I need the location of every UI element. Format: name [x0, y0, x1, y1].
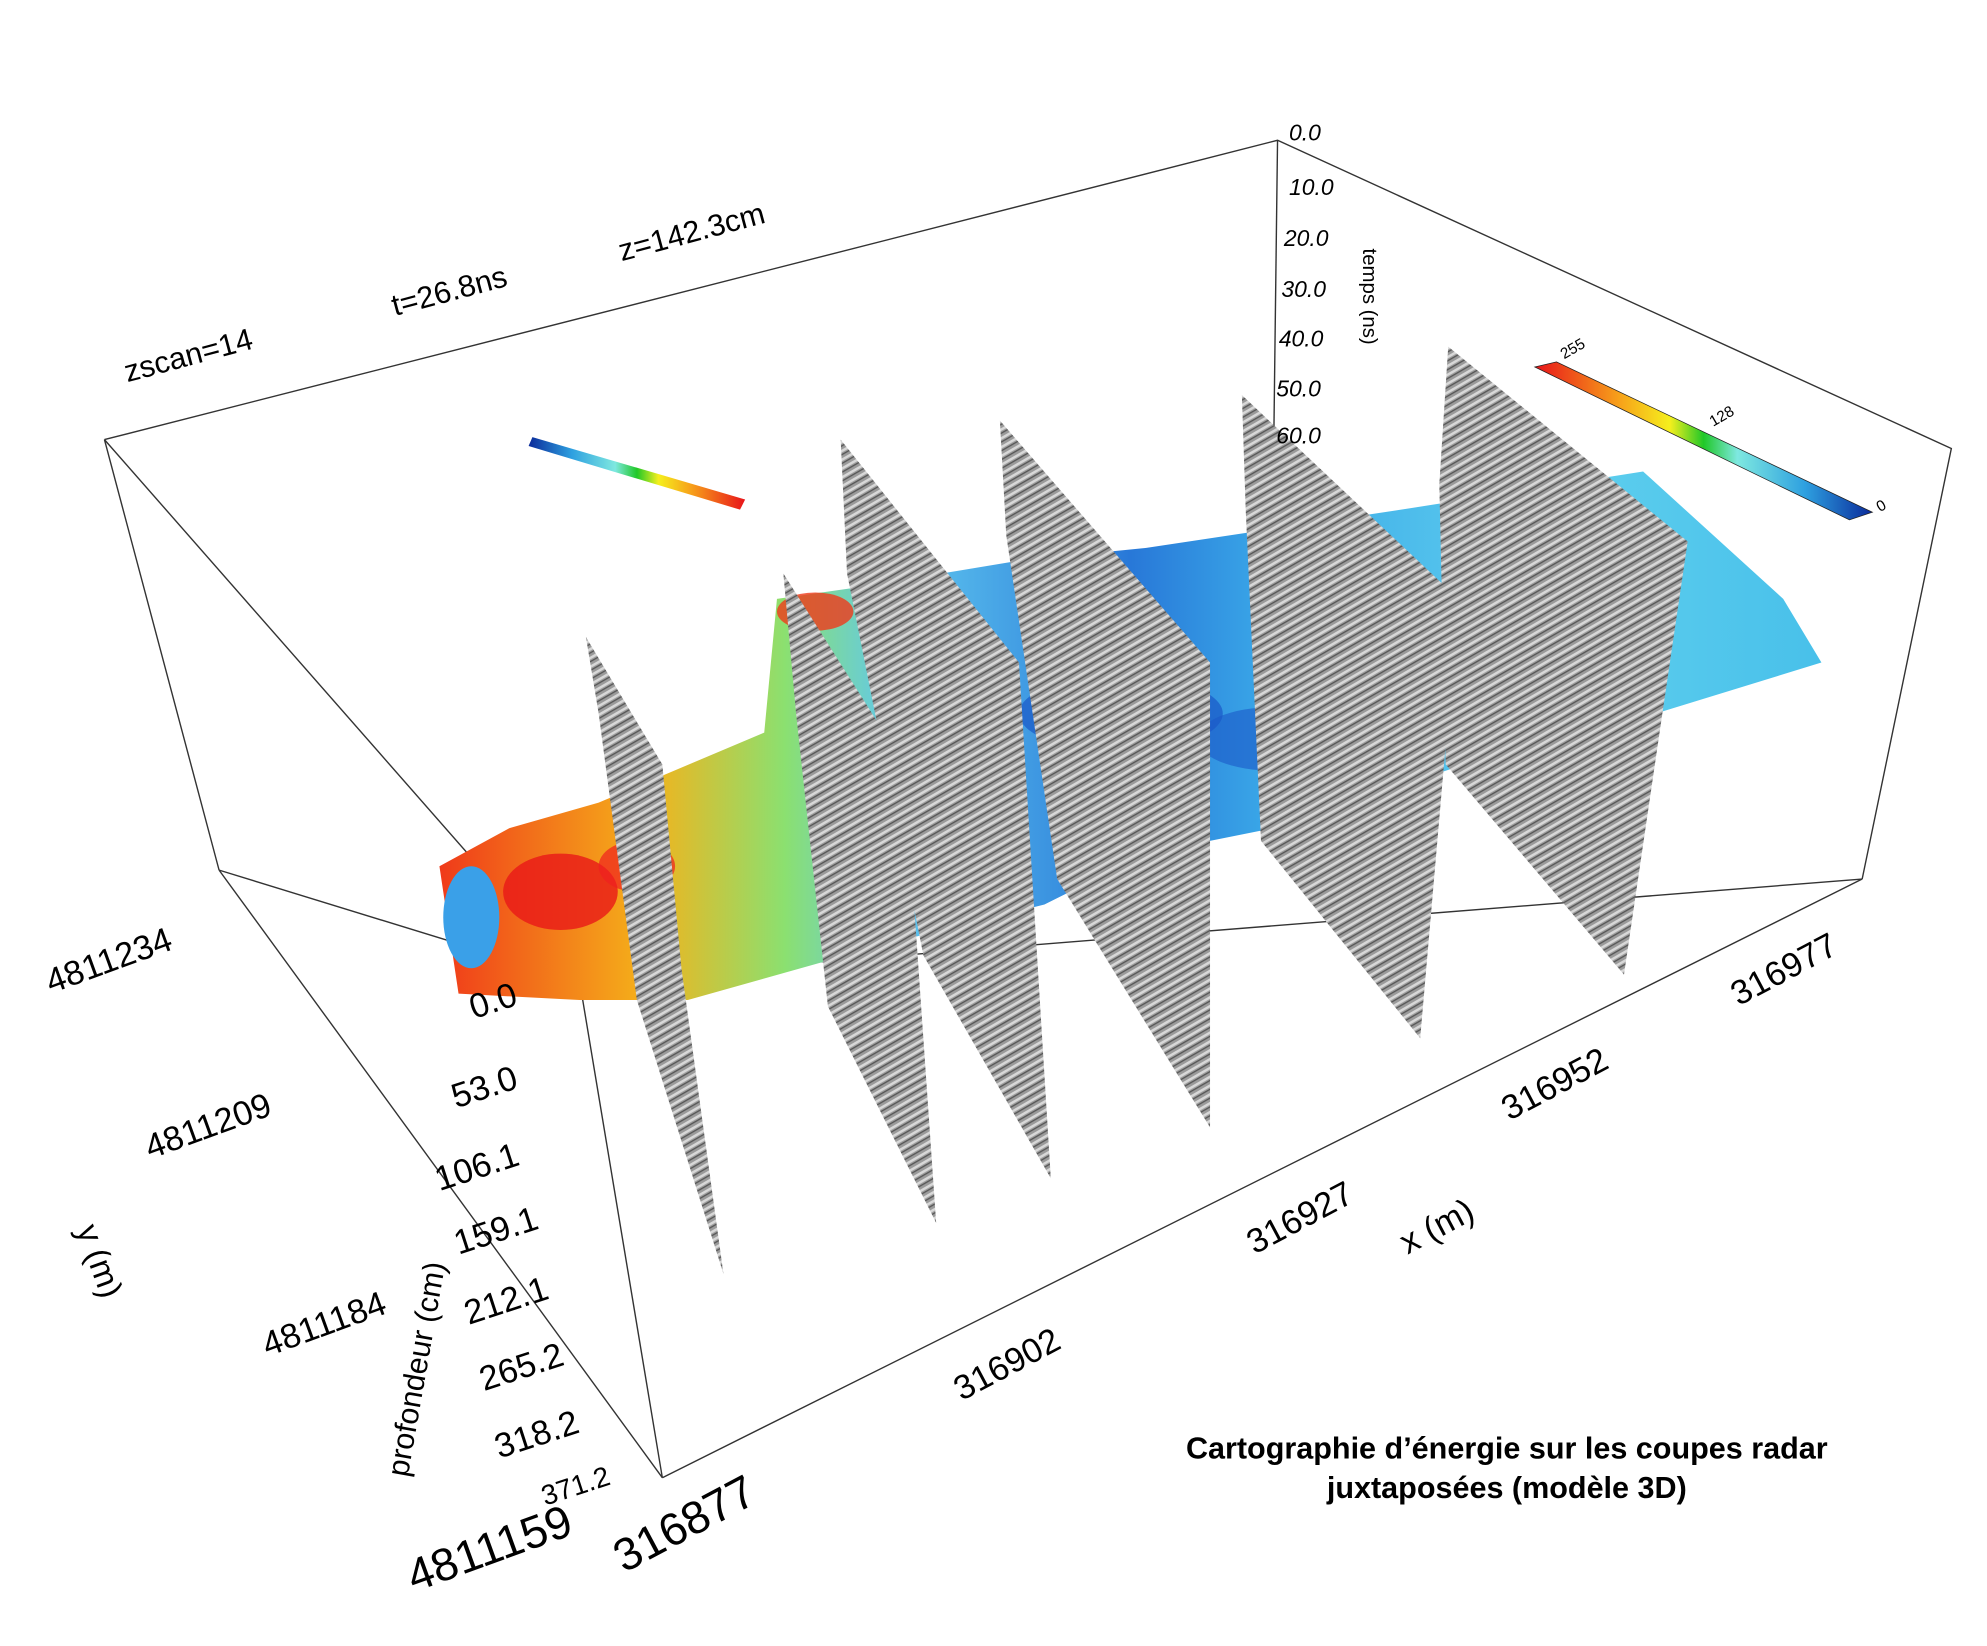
time-tick: 30.0 [1281, 276, 1326, 302]
colorbar-tick: 255 [1558, 335, 1589, 362]
depth-value-label: z=142.3cm [615, 196, 769, 268]
zscan-label: zscan=14 [120, 322, 256, 389]
time-tick: 60.0 [1276, 422, 1321, 448]
depth-tick: 106.1 [430, 1136, 524, 1199]
depth-axis: 0.0 53.0 106.1 159.1 212.1 265.2 318.2 3… [381, 976, 614, 1512]
radar-profile-6 [1439, 346, 1688, 975]
slice-strip [528, 437, 746, 510]
colorbar-tick: 128 [1707, 403, 1738, 430]
y-tick: 4811234 [41, 921, 177, 1002]
time-tick: 20.0 [1283, 225, 1329, 251]
time-axis-label: temps (ns) [1358, 249, 1380, 345]
time-label: t=26.8ns [388, 259, 511, 322]
time-axis: 0.0 10.0 20.0 30.0 40.0 50.0 60.0 temps … [1276, 119, 1380, 448]
time-tick: 0.0 [1289, 119, 1321, 145]
radar-profile-3 [840, 439, 1051, 1179]
radar-profile-2 [783, 573, 937, 1223]
time-tick: 40.0 [1279, 326, 1324, 352]
y-tick: 4811184 [257, 1284, 391, 1364]
depth-axis-label: profondeur (cm) [381, 1259, 452, 1479]
colorbar-tick: 0 [1874, 497, 1890, 516]
y-tick: 4811209 [140, 1086, 276, 1167]
x-tick: 316927 [1241, 1174, 1360, 1261]
x-tick: 316902 [948, 1321, 1067, 1408]
chart-title-line-1: Cartographie d’énergie sur les coupes ra… [1186, 1432, 1828, 1466]
x-tick: 316877 [604, 1464, 763, 1582]
y-axis: 4811234 4811209 4811184 4811159 y (m) [41, 921, 579, 1602]
radar-profiles [585, 346, 1688, 1274]
depth-tick: 53.0 [447, 1059, 522, 1116]
depth-tick: 318.2 [490, 1403, 584, 1466]
radar-profile-4 [999, 420, 1211, 1128]
depth-tick: 159.1 [449, 1200, 543, 1263]
radar-profile-5 [1241, 395, 1459, 1039]
chart-title-line-2: juxtaposées (modèle 3D) [1326, 1471, 1687, 1505]
radar-profile-1 [585, 637, 724, 1274]
y-tick: 4811159 [400, 1494, 579, 1602]
depth-tick: 212.1 [459, 1270, 553, 1333]
time-tick: 10.0 [1289, 174, 1334, 200]
y-axis-label: y (m) [69, 1219, 130, 1302]
depth-tick: 265.2 [475, 1336, 569, 1399]
x-axis-label: x (m) [1393, 1192, 1480, 1262]
time-tick: 50.0 [1276, 375, 1321, 401]
